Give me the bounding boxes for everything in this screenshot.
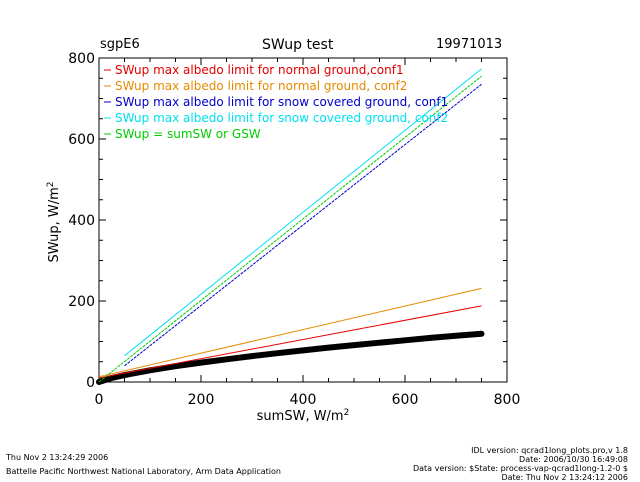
scatter-point <box>402 337 408 343</box>
scatter-point <box>198 360 204 366</box>
y-axis-label: SWup, W/m2 <box>46 181 62 262</box>
site-label: sgpE6 <box>100 37 140 52</box>
footer-timestamp: Thu Nov 2 13:24:29 2006 <box>6 453 109 462</box>
y-tick-label: 400 <box>68 213 95 229</box>
footer-data-version: Data version: $State: process-vap-qcrad1… <box>412 464 628 473</box>
legend-label-3: SWup max albedo limit for snow covered g… <box>115 95 448 109</box>
y-tick-label: 800 <box>68 51 95 67</box>
scatter-point <box>377 340 382 346</box>
series-line-2 <box>98 287 482 378</box>
scatter-point <box>453 333 459 339</box>
scatter-point <box>351 342 357 348</box>
scatter-point <box>173 363 178 369</box>
footer-idl-version: IDL version: qcrad1long_plots.pro,v 1.8 <box>471 446 628 455</box>
scatter-point <box>428 335 433 341</box>
y-tick-label: 0 <box>86 375 95 391</box>
legend-label-1: SWup max albedo limit for normal ground,… <box>115 63 404 77</box>
legend-label-4: SWup max albedo limit for snow covered g… <box>115 111 448 125</box>
legend-label-2: SWup max albedo limit for normal ground,… <box>115 79 407 93</box>
legend-label-5: SWup = sumSW or GSW <box>115 127 261 141</box>
scatter-point <box>300 347 306 353</box>
x-tick-label: 200 <box>188 392 215 408</box>
y-tick-label: 600 <box>68 132 95 148</box>
chart-title: SWup test <box>262 37 334 53</box>
scatter-point <box>122 372 127 378</box>
series-line-4 <box>124 68 482 357</box>
scatter-point <box>109 375 115 381</box>
scatter-point <box>224 356 229 362</box>
x-tick-label: 800 <box>494 392 521 408</box>
x-axis-label: sumSW, W/m2 <box>257 408 350 424</box>
scatter-point <box>249 353 255 359</box>
footer-lab: Battelle Pacific Northwest National Labo… <box>6 467 281 476</box>
footer-data-date: Date: Thu Nov 2 13:24:12 2006 <box>501 473 628 482</box>
x-tick-label: 400 <box>290 392 317 408</box>
series-line-3 <box>124 83 482 367</box>
date-label: 19971013 <box>436 37 503 52</box>
footer-idl-date: Date: 2006/10/30 16:49:08 <box>519 455 628 464</box>
scatter-point <box>275 350 280 356</box>
series-line-1 <box>98 305 482 379</box>
x-tick-label: 0 <box>95 392 104 408</box>
y-tick-label: 200 <box>68 294 95 310</box>
scatter-point <box>479 331 484 337</box>
x-tick-label: 600 <box>392 392 419 408</box>
scatter-point <box>326 345 331 351</box>
series-line-5 <box>98 75 482 383</box>
